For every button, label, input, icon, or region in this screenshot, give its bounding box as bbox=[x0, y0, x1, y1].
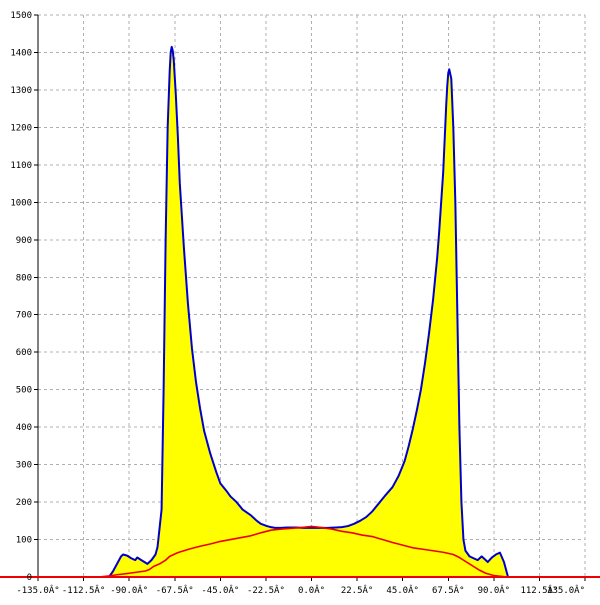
y-tick-label: 0 bbox=[27, 573, 32, 583]
y-tick-labels: 0 100 200 300 400 500 600 700 800 900 1000 1100 1200… bbox=[10, 11, 32, 583]
y-tick-label: 800 bbox=[16, 273, 32, 283]
y-tick-label: 500 bbox=[16, 386, 32, 396]
x-tick-label: -67.5Â° bbox=[156, 584, 194, 596]
x-tick-label: -135.0Â° bbox=[16, 584, 59, 596]
series-area-fill bbox=[38, 46, 585, 578]
series-inner-line bbox=[38, 525, 585, 578]
y-tick-label: 1200 bbox=[10, 123, 32, 133]
y-tick-label: 1500 bbox=[10, 11, 32, 21]
y-tick-label: 1000 bbox=[10, 198, 32, 208]
x-tick-label: -22.5Â° bbox=[247, 584, 285, 596]
y-tick-label: 1100 bbox=[10, 161, 32, 171]
y-tick-label: 700 bbox=[16, 311, 32, 321]
y-tick-label: 300 bbox=[16, 461, 32, 471]
series-outline-line bbox=[108, 45, 509, 578]
x-tick-label: 0.0Â° bbox=[298, 584, 325, 596]
y-tick-label: 600 bbox=[16, 348, 32, 358]
data-series bbox=[38, 45, 585, 578]
x-tick-label: 22.5Â° bbox=[341, 584, 374, 596]
y-tick-label: 400 bbox=[16, 423, 32, 433]
y-tick-label: 1300 bbox=[10, 86, 32, 96]
axes bbox=[0, 14, 600, 581]
x-tick-label: -45.0Â° bbox=[201, 584, 239, 596]
y-tick-label: 200 bbox=[16, 498, 32, 508]
y-tick-label: 100 bbox=[16, 536, 32, 546]
x-tick-label: 67.5Â° bbox=[432, 584, 465, 596]
x-tick-label: 135.0Â° bbox=[547, 584, 585, 596]
y-tick-label: 1400 bbox=[10, 48, 32, 58]
x-tick-label: 112.5Â° bbox=[520, 584, 558, 596]
x-tick-label: 45.0Â° bbox=[386, 584, 419, 596]
x-tick-labels: -135.0Â° -112.5Â° -90.0Â° -67.5Â° -45.0Â° -22… bbox=[16, 584, 585, 596]
y-tick-label: 900 bbox=[16, 236, 32, 246]
x-tick-label: -112.5Â° bbox=[62, 584, 105, 596]
x-tick-label: 90.0Â° bbox=[478, 584, 511, 596]
grid-lines bbox=[38, 14, 586, 577]
x-tick-label: -90.0Â° bbox=[110, 584, 148, 596]
